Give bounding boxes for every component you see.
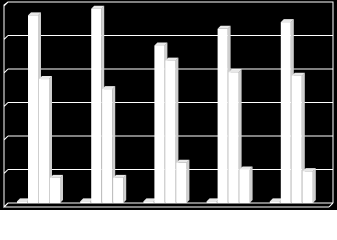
bar-top	[143, 198, 157, 202]
bar	[165, 60, 176, 203]
bar-side	[249, 166, 253, 203]
bar-side	[123, 174, 127, 203]
bar	[39, 79, 49, 203]
bar	[291, 75, 302, 203]
bar-top	[80, 198, 94, 202]
bar-top	[280, 19, 294, 23]
bar-side	[49, 76, 52, 203]
bar	[17, 201, 27, 203]
bar	[91, 8, 102, 204]
bar-top	[269, 198, 283, 202]
bar-side	[112, 86, 116, 203]
bar-side	[60, 174, 63, 203]
bar	[143, 201, 154, 203]
grid-line-side	[3, 35, 9, 40]
floor-edge	[328, 202, 334, 208]
bar-top	[206, 198, 220, 202]
grid-line-side	[3, 102, 9, 107]
bar	[239, 169, 250, 203]
bar-top	[165, 57, 179, 61]
bar-top	[239, 166, 253, 170]
grid-line-side	[3, 135, 9, 141]
bar	[217, 28, 228, 203]
grid-line-side	[3, 1, 9, 7]
grid-line-side	[3, 68, 9, 74]
bar	[280, 22, 291, 203]
bar	[113, 177, 124, 203]
bar-side	[312, 168, 316, 203]
bar	[50, 177, 60, 203]
bar-top	[102, 86, 116, 90]
bar	[80, 201, 91, 203]
bar	[102, 89, 113, 203]
bar-top	[154, 42, 168, 46]
bar	[228, 72, 239, 203]
bar	[154, 45, 165, 203]
bar-top	[28, 12, 41, 16]
bar-top	[17, 198, 30, 202]
bar	[269, 201, 280, 203]
grid-line-side	[3, 169, 9, 174]
bar	[302, 171, 313, 203]
bar-top	[113, 174, 127, 178]
grid-line-side	[3, 202, 9, 208]
bar-top	[50, 174, 63, 178]
bar-top	[302, 168, 316, 172]
bar-top	[39, 76, 52, 80]
chart	[0, 0, 337, 210]
bar	[206, 201, 217, 203]
bar-top	[176, 159, 190, 163]
bar-side	[186, 159, 190, 203]
bar	[176, 162, 187, 203]
bar-top	[291, 72, 305, 76]
bar-top	[217, 25, 231, 29]
bar-top	[228, 69, 242, 73]
bar-top	[91, 5, 105, 9]
bar	[28, 15, 38, 204]
